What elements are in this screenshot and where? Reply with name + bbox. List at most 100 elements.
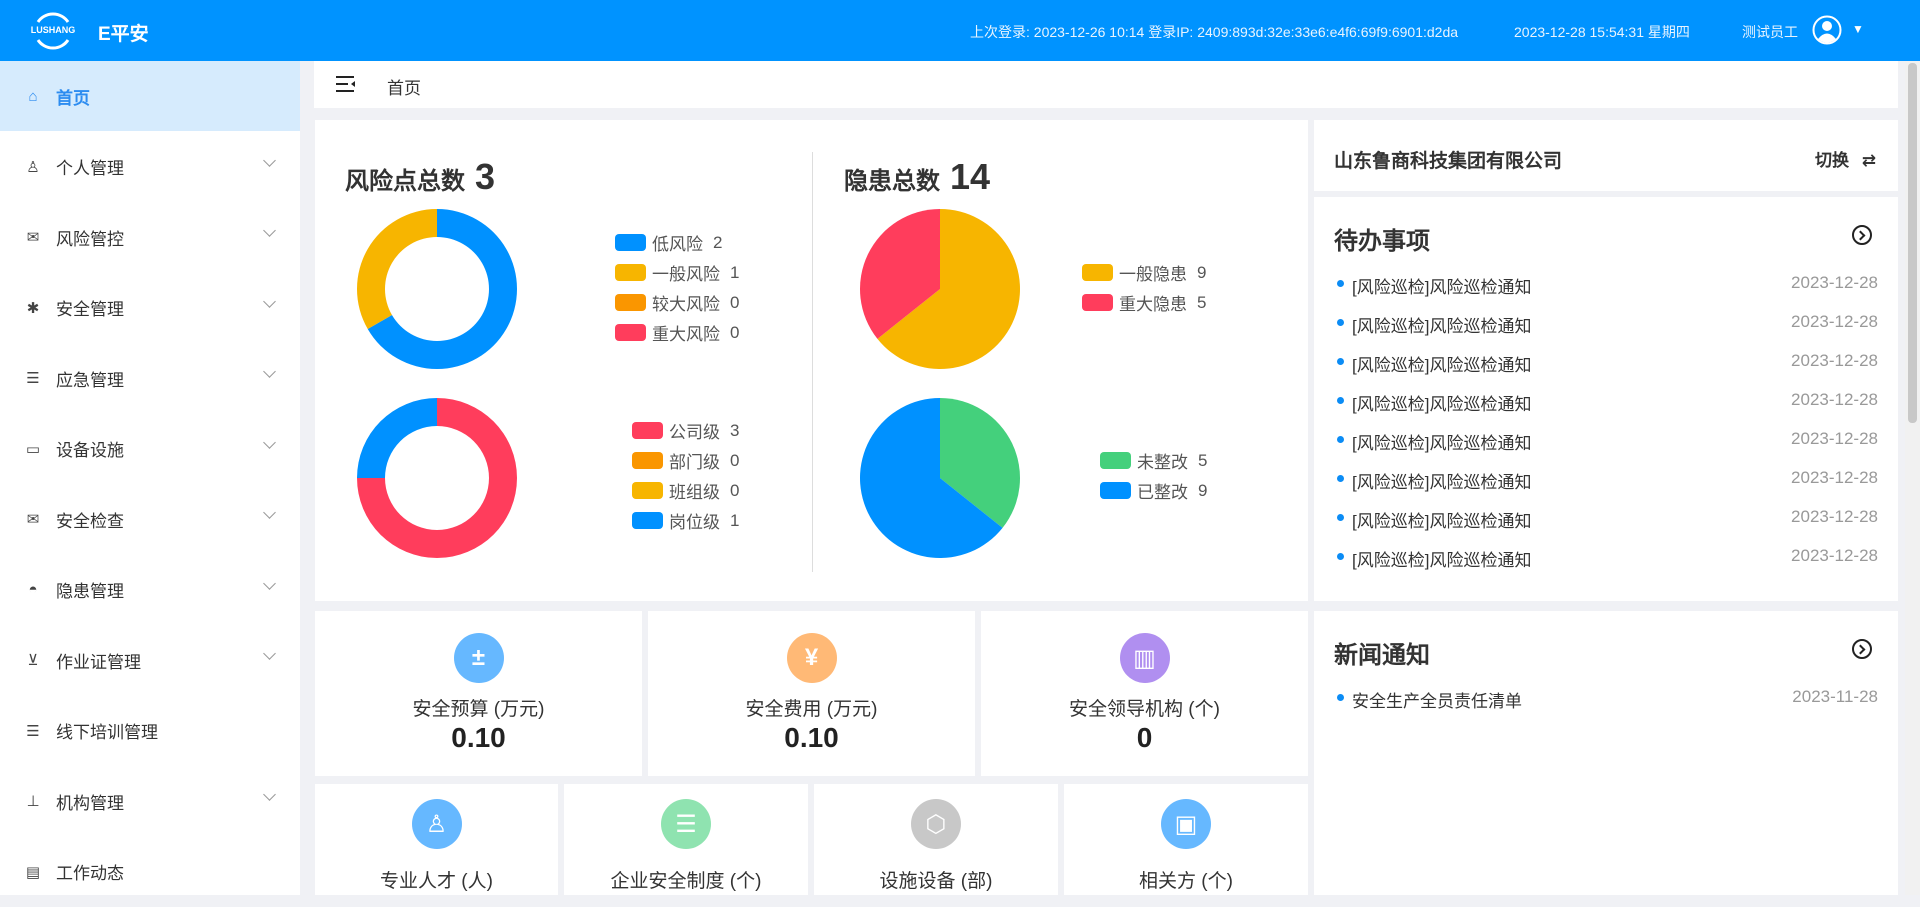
sidebar-item[interactable]: ✱ 安全管理 [0,273,300,343]
pie-slice-岗位级[interactable] [357,398,437,478]
stat-card[interactable]: ▥ 安全领导机构 (个) 0 [981,611,1308,776]
stat-card[interactable]: ☰ 企业安全制度 (个) [564,784,808,895]
bullet-dot [1337,475,1344,482]
stat-label: 设施设备 (部) [879,871,993,892]
chevron-down-icon [263,647,276,660]
bullet-dot [1337,280,1344,287]
pie-slice-已整改[interactable] [860,398,1003,558]
news-icon: ▤ [25,863,41,881]
chevron-down-icon [263,506,276,519]
pie-slice-一般风险[interactable] [357,209,437,329]
list-item[interactable]: [风险巡检]风险巡检通知 2023-12-28 [1334,543,1878,573]
legend-item[interactable]: 一般风险 1 [615,260,739,285]
stat-card[interactable]: ♙ 专业人才 (人) [315,784,558,895]
list-item[interactable]: 安全生产全员责任清单 2023-11-28 [1334,684,1878,714]
pie-slice-未整改[interactable] [940,398,1020,528]
item-title: [风险巡检]风险巡检通知 [1352,317,1532,336]
legend-swatch [1082,264,1113,281]
legend-item[interactable]: 岗位级 1 [632,508,739,533]
legend-value: 5 [1197,292,1207,312]
stat-label: 相关方 (个) [1139,871,1233,892]
pie-slice-一般隐患[interactable] [877,209,1020,369]
list-item[interactable]: [风险巡检]风险巡检通知 2023-12-28 [1334,309,1878,339]
sidebar-item[interactable]: ⊥ 机构管理 [0,766,300,836]
sidebar-item-label: 风险管控 [56,229,124,249]
stat-card[interactable]: ± 安全预算 (万元) 0.10 [315,611,642,776]
swap-icon: ⇄ [1861,151,1876,170]
item-date: 2023-12-28 [1791,546,1878,565]
legend-item[interactable]: 一般隐患 9 [1082,260,1206,285]
breadcrumb[interactable]: 首页 [387,79,421,98]
more-arrow-icon[interactable] [1852,225,1872,245]
pie-slice-低风险[interactable] [367,209,517,369]
risk-title-label: 风险点总数 [345,168,465,195]
legend-value: 0 [730,322,740,342]
sidebar-item[interactable]: ⊻ 作业证管理 [0,625,300,695]
legend-item[interactable]: 公司级 3 [632,418,739,443]
legend-item[interactable]: 重大风险 0 [615,320,739,345]
legend-value: 3 [730,420,740,440]
bullet-dot [1337,319,1344,326]
legend-item[interactable]: 班组级 0 [632,478,739,503]
sidebar-item[interactable]: ◓ 隐患管理 [0,555,300,625]
pie-slice-公司级[interactable] [357,398,517,558]
sidebar-item-label: 线下培训管理 [56,723,158,742]
home-icon: ⌂ [28,87,38,105]
legend-label: 岗位级 [669,513,720,532]
scrollbar-thumb[interactable] [1908,63,1917,423]
legend-value: 1 [730,510,740,530]
list-item[interactable]: [风险巡检]风险巡检通知 2023-12-28 [1334,270,1878,300]
sidebar-item[interactable]: ☰ 线下培训管理 [0,696,300,766]
switch-company-button[interactable]: 切换 ⇄ [1815,146,1876,171]
sidebar-item-label: 作业证管理 [56,652,141,672]
stat-card[interactable]: ¥ 安全费用 (万元) 0.10 [648,611,975,776]
breadcrumb-bar: 首页 [314,61,1898,108]
list-item[interactable]: [风险巡检]风险巡检通知 2023-12-28 [1334,387,1878,417]
sidebar-item[interactable]: ▭ 设备设施 [0,414,300,484]
legend-item[interactable]: 未整改 5 [1100,448,1207,473]
legend-item[interactable]: 重大隐患 5 [1082,290,1206,315]
bullet-dot [1337,514,1344,521]
item-date: 2023-12-28 [1791,351,1878,370]
menu-fold-icon[interactable] [336,75,356,93]
bug-icon: ✱ [26,299,40,317]
legend-label: 班组级 [669,483,720,502]
user-icon: ♙ [26,158,40,176]
list-item[interactable]: [风险巡检]风险巡检通知 2023-12-28 [1334,504,1878,534]
list-item[interactable]: [风险巡检]风险巡检通知 2023-12-28 [1334,348,1878,378]
sidebar-item[interactable]: ♙ 个人管理 [0,132,300,202]
sidebar-item[interactable]: ✉ 风险管控 [0,202,300,272]
legend-label: 未整改 [1137,453,1188,472]
legend-item[interactable]: 部门级 0 [632,448,739,473]
sidebar-item[interactable]: ☰ 应急管理 [0,343,300,413]
sidebar-item[interactable]: ✉ 安全检查 [0,484,300,554]
user-name[interactable]: 测试员工 [1742,24,1798,40]
page-scrollbar[interactable] [1905,61,1920,895]
sidebar-item-label: 安全管理 [56,300,124,319]
monitor-icon: ▭ [25,440,41,458]
hazard-total-value: 14 [950,156,991,197]
sidebar-item[interactable]: ▤ 工作动态 [0,837,300,907]
building-icon: ▥ [1119,633,1170,683]
document-icon: ☰ [661,799,711,849]
legend-item[interactable]: 已整改 9 [1100,478,1207,503]
caret-down-icon[interactable]: ▼ [1852,22,1864,36]
item-date: 2023-11-28 [1792,687,1878,706]
legend-item[interactable]: 低风险 2 [615,230,722,255]
avatar-icon[interactable] [1812,15,1842,45]
stat-value: 0.10 [451,722,506,753]
legend-swatch [615,294,646,311]
legend-item[interactable]: 较大风险 0 [615,290,739,315]
sidebar-item-label: 个人管理 [56,159,124,178]
stat-card[interactable]: ⬡ 设施设备 (部) [814,784,1058,895]
list-item[interactable]: [风险巡检]风险巡检通知 2023-12-28 [1334,426,1878,456]
stat-card[interactable]: ▣ 相关方 (个) [1064,784,1308,895]
item-title: [风险巡检]风险巡检通知 [1352,551,1532,570]
chevron-down-icon [263,788,276,801]
chevron-down-icon [263,435,276,449]
more-arrow-icon[interactable] [1852,639,1872,659]
pie-slice-重大隐患[interactable] [860,209,940,339]
list-item[interactable]: [风险巡检]风险巡检通知 2023-12-28 [1334,465,1878,495]
sidebar-item[interactable]: ⌂ 首页 [0,61,300,131]
todo-card: 待办事项 [风险巡检]风险巡检通知 2023-12-28 [风险巡检]风险巡检通知 2… [1314,197,1898,601]
